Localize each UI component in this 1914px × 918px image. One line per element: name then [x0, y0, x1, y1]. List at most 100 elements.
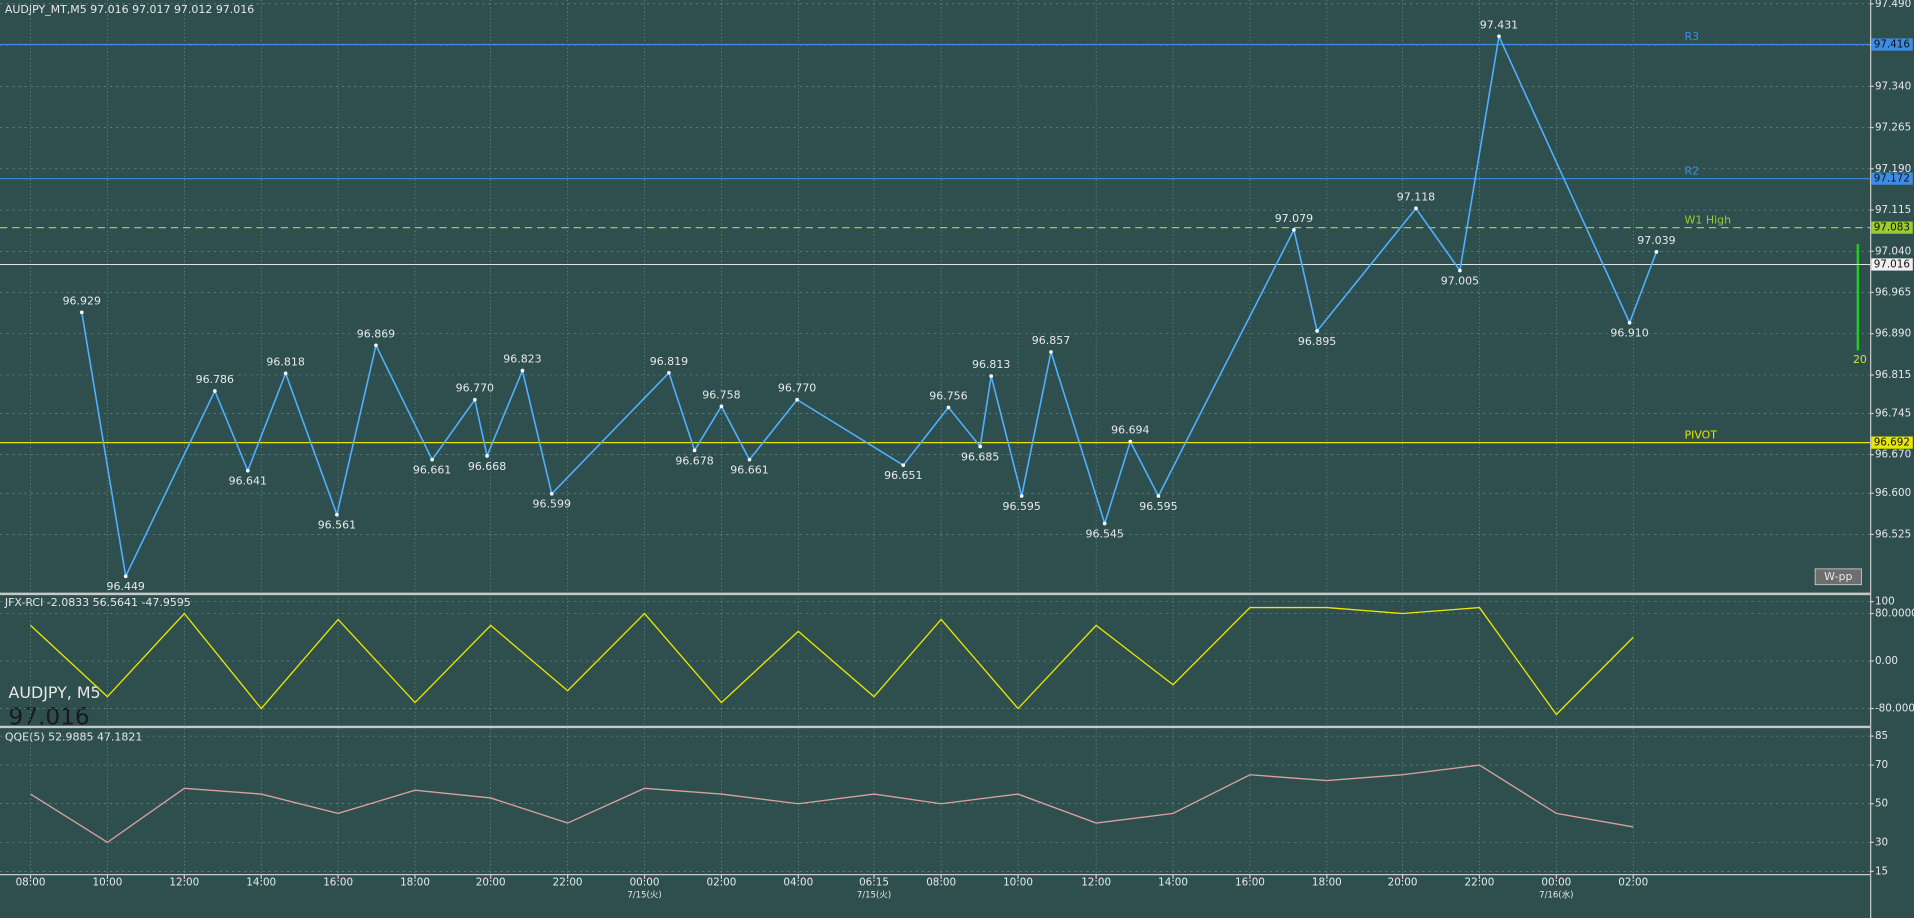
- y-tick-label: 96.600: [1875, 487, 1911, 499]
- y-tick-label: 97.265: [1875, 122, 1911, 134]
- swing-point: [473, 397, 477, 402]
- swing-label: 96.819: [650, 355, 688, 368]
- x-tick-label: 00:00: [1541, 877, 1571, 889]
- y-tick-label: 96.965: [1875, 287, 1911, 299]
- x-tick-label: 12:00: [1081, 877, 1111, 889]
- swing-point: [795, 397, 799, 402]
- x-tick-label: 18:00: [400, 877, 430, 889]
- x-tick-label: 12:00: [169, 877, 199, 889]
- x-tick-label: 22:00: [1465, 877, 1495, 889]
- level-value: 97.083: [1874, 222, 1910, 234]
- swing-label: 96.641: [229, 475, 267, 488]
- x-tick-label: 00:00: [630, 877, 660, 889]
- y-tick-label: 70: [1875, 759, 1888, 771]
- swing-label: 96.786: [196, 373, 234, 386]
- x-tick-label: 14:00: [1158, 877, 1188, 889]
- x-tick-label: 22:00: [553, 877, 583, 889]
- x-tick-label: 06:15: [859, 877, 889, 889]
- swing-label: 96.770: [778, 382, 816, 395]
- swing-label: 96.685: [961, 450, 999, 463]
- swing-point: [1654, 249, 1659, 254]
- swing-label: 97.431: [1480, 18, 1518, 31]
- price-box: [1871, 258, 1913, 271]
- swing-label: 97.005: [1441, 275, 1479, 288]
- swing-label: 97.079: [1275, 212, 1313, 225]
- swing-point: [978, 444, 983, 449]
- level-name: R3: [1685, 30, 1700, 43]
- swing-point: [549, 491, 554, 496]
- level-box: [1871, 172, 1913, 185]
- tag-box: [1814, 568, 1862, 586]
- level-box: [1871, 38, 1913, 51]
- indicator-line: [30, 606, 1634, 716]
- swing-label: 96.756: [929, 389, 967, 402]
- y-tick-label: 96.670: [1875, 449, 1911, 461]
- swing-label: 96.651: [884, 469, 922, 482]
- x-sublabel: 7/15(火): [627, 890, 661, 900]
- swing-label: 96.545: [1086, 527, 1124, 540]
- y-tick-label: 97.190: [1875, 163, 1911, 175]
- swing-point: [1627, 320, 1632, 325]
- swing-point: [283, 371, 288, 376]
- x-tick-label: 04:00: [783, 877, 813, 889]
- swing-label: 96.595: [1003, 500, 1041, 513]
- y-tick-label: 30: [1875, 836, 1888, 848]
- swing-point: [520, 368, 525, 373]
- x-sublabel: 7/15(火): [857, 890, 891, 900]
- swing-label: 96.595: [1139, 500, 1177, 513]
- y-tick-label: 97.340: [1875, 80, 1911, 92]
- swing-label: 96.599: [533, 498, 571, 511]
- indicator-line: [30, 764, 1634, 844]
- swing-label: 96.694: [1111, 424, 1149, 437]
- x-tick-label: 16:00: [323, 877, 353, 889]
- level-value: 97.172: [1874, 173, 1910, 185]
- level-name: R2: [1685, 164, 1700, 177]
- y-tick-label: -80.0000: [1875, 703, 1914, 715]
- x-tick-label: 08:00: [926, 877, 956, 889]
- swing-label: 96.561: [318, 519, 356, 532]
- swing-label: 96.818: [266, 355, 304, 368]
- x-sublabel: 7/16(水): [1539, 888, 1573, 900]
- swing-label: 96.770: [456, 382, 494, 395]
- swing-point: [1458, 268, 1462, 273]
- qqe-title: QQE(5) 52.9885 47.1821: [5, 730, 142, 743]
- y-tick-label: 96.890: [1875, 328, 1911, 340]
- price-value: 97.016: [1874, 258, 1910, 270]
- x-tick-label: 02:00: [1618, 877, 1648, 889]
- swing-point: [667, 370, 671, 375]
- swing-label: 96.895: [1298, 335, 1336, 348]
- y-tick-label: 50: [1875, 798, 1888, 810]
- x-tick-label: 10:00: [1003, 877, 1033, 889]
- y-tick-label: 96.745: [1875, 407, 1911, 419]
- x-tick-label: 20:00: [1388, 877, 1418, 889]
- overlay-price: 97.016: [9, 703, 90, 730]
- level-box: [1871, 436, 1913, 449]
- y-tick-label: 96.815: [1875, 369, 1911, 381]
- swing-label: 96.823: [503, 353, 541, 366]
- swing-label: 97.118: [1397, 190, 1435, 203]
- y-tick-label: 97.040: [1875, 245, 1911, 257]
- swing-label: 96.449: [107, 580, 145, 593]
- y-tick-label: 15: [1875, 865, 1888, 877]
- swing-label: 96.668: [468, 460, 506, 473]
- swing-point: [213, 389, 217, 393]
- swing-point: [374, 343, 378, 348]
- swing-point: [946, 405, 951, 410]
- y-tick-label: 96.525: [1875, 528, 1911, 540]
- x-tick-label: 02:00: [706, 877, 736, 889]
- x-tick-label: 18:00: [1312, 877, 1342, 889]
- swing-label: 96.929: [63, 294, 101, 307]
- swing-label: 96.813: [972, 358, 1010, 371]
- level-value: 96.692: [1874, 437, 1910, 449]
- swing-point: [989, 374, 994, 378]
- level-value: 97.416: [1874, 39, 1910, 51]
- y-tick-label: 80.0000: [1875, 608, 1914, 620]
- swing-point: [1414, 206, 1418, 211]
- swing-point: [1497, 34, 1501, 39]
- swing-point: [1019, 494, 1024, 498]
- swing-label: 96.758: [702, 388, 740, 401]
- rci-title: JFX-RCI -2.0833 56.5641 -47.9595: [4, 596, 191, 609]
